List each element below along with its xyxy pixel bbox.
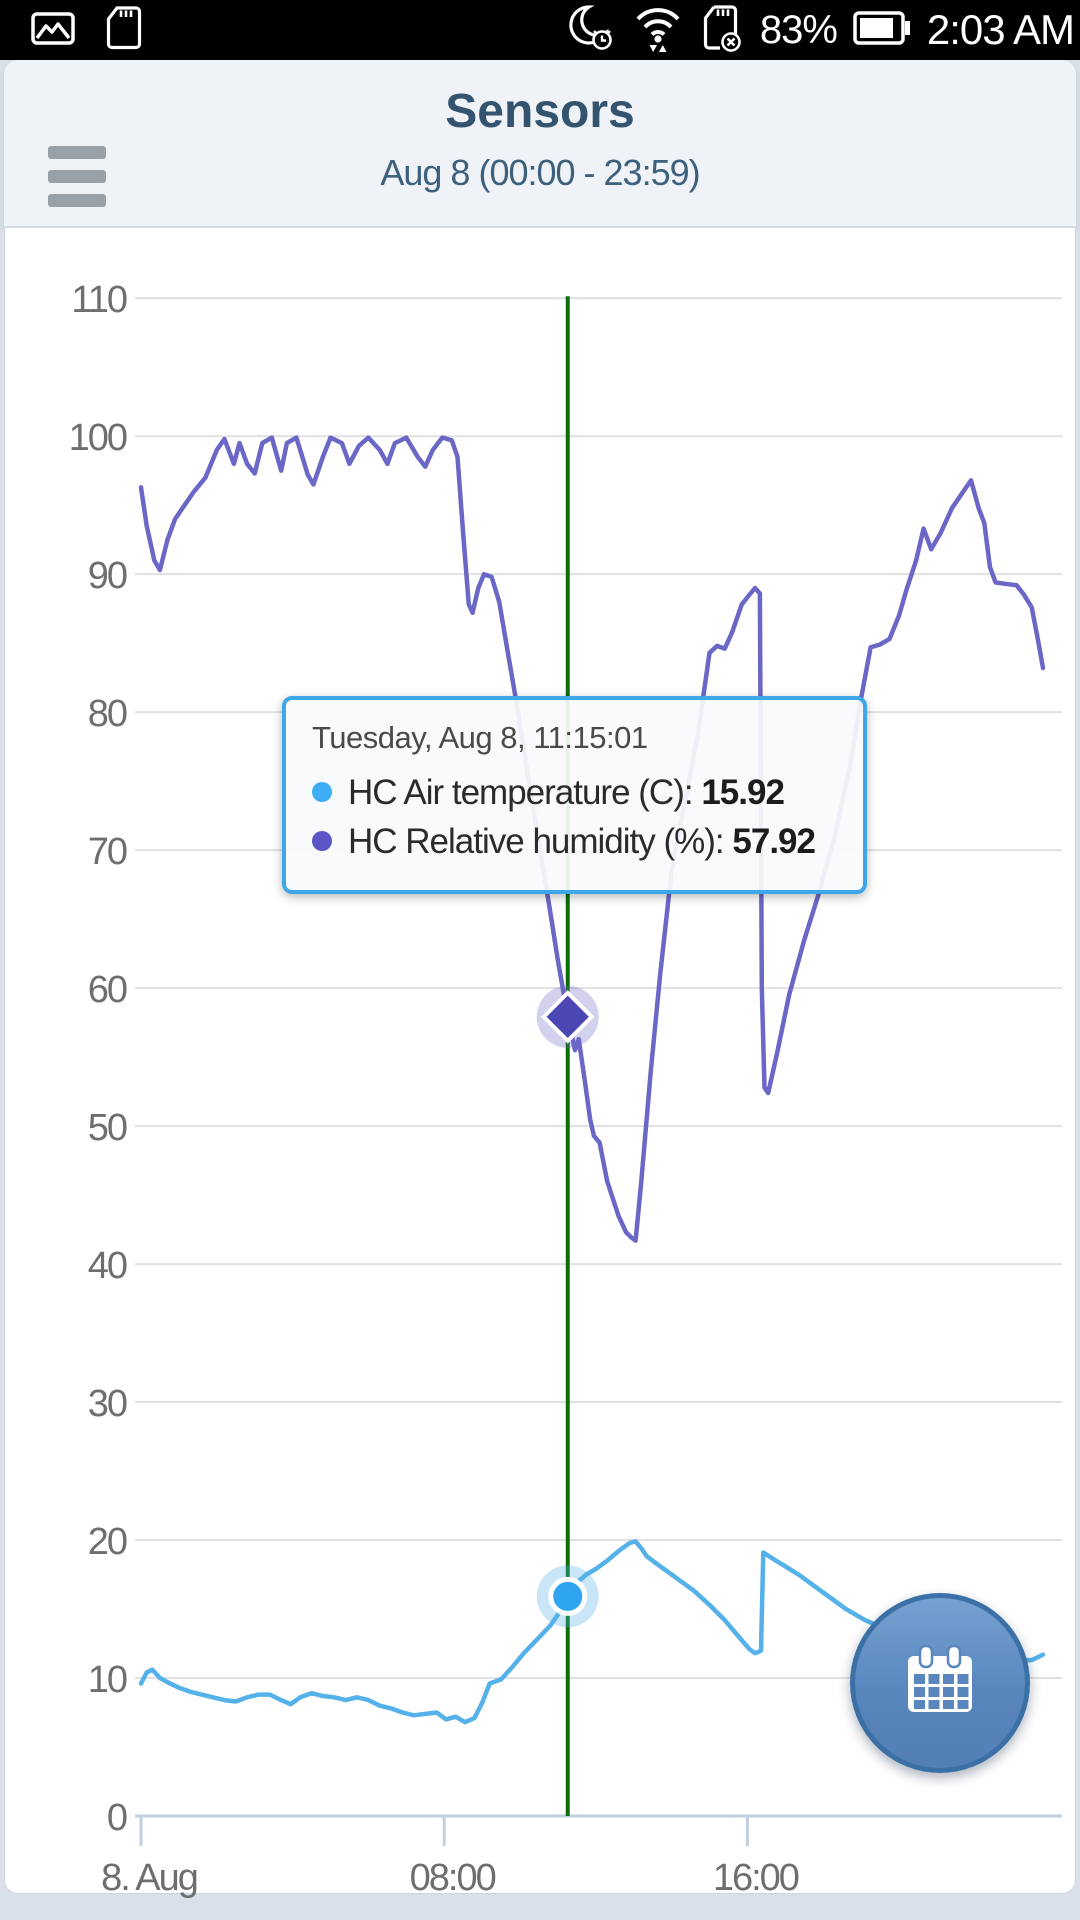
x-tick-label: 16:00 (713, 1857, 799, 1899)
x-axis: 8. Aug 08:00 16:00 (101, 1816, 801, 1899)
series-line-humidity (138, 435, 1046, 1243)
data-series (138, 435, 1046, 1725)
y-tick-label: 30 (88, 1383, 127, 1425)
series-line-temperature (138, 1539, 1046, 1725)
y-gridlines (135, 297, 1062, 1818)
page-title: Sensors (445, 85, 635, 138)
menu-button[interactable] (48, 146, 106, 208)
calendar-icon (899, 1641, 981, 1726)
y-tick-label: 0 (107, 1797, 127, 1839)
status-bar: 83% 2:03 AM (0, 0, 1080, 60)
y-tick-label: 60 (88, 969, 127, 1011)
y-tick-label: 90 (88, 555, 127, 597)
sdcard-error-icon (700, 4, 744, 57)
y-tick-label: 50 (88, 1107, 127, 1149)
clock-text: 2:03 AM (926, 6, 1075, 53)
selected-point-markers (536, 985, 599, 1628)
tooltip-row-temperature: HC Air temperature (C): 15.92 (312, 768, 841, 817)
night-mode-alarm-icon (562, 3, 616, 58)
temperature-series-dot (312, 782, 332, 802)
date-range-label: Aug 8 (00:00 - 23:59) (380, 152, 700, 193)
x-tick-label: 08:00 (410, 1857, 496, 1899)
x-tick-label: 8. Aug (101, 1857, 197, 1899)
humidity-marker-diamond (540, 989, 595, 1044)
temperature-marker-circle (548, 1576, 588, 1616)
humidity-value: 57.92 (732, 822, 816, 861)
status-bar-right: 83% 2:03 AM (562, 3, 1075, 58)
wifi-icon (632, 3, 684, 58)
tooltip-row-humidity: HC Relative humidity (%): 57.92 (312, 817, 841, 866)
y-tick-label: 100 (69, 417, 127, 459)
battery-percent-text: 83% (759, 7, 838, 52)
temperature-value: 15.92 (701, 773, 785, 812)
status-bar-left (30, 5, 144, 56)
calendar-fab-button[interactable] (850, 1593, 1030, 1773)
y-tick-label: 10 (88, 1659, 127, 1701)
y-tick-label: 110 (71, 279, 126, 321)
sdcard-notification-icon (104, 5, 144, 56)
app-header: Sensors Aug 8 (00:00 - 23:59) (4, 60, 1076, 228)
y-tick-label: 80 (88, 693, 127, 735)
y-tick-label: 70 (88, 831, 127, 873)
chart-tooltip: Tuesday, Aug 8, 11:15:01 HC Air temperat… (282, 696, 867, 894)
battery-icon (853, 10, 911, 51)
y-axis-labels: 0 10 20 30 40 50 60 70 80 90 100 110 (69, 279, 129, 1839)
tooltip-datetime: Tuesday, Aug 8, 11:15:01 (312, 720, 648, 755)
y-tick-label: 20 (88, 1521, 127, 1563)
humidity-series-dot (312, 831, 332, 851)
y-tick-label: 40 (88, 1245, 127, 1287)
gallery-notification-icon (30, 7, 76, 54)
